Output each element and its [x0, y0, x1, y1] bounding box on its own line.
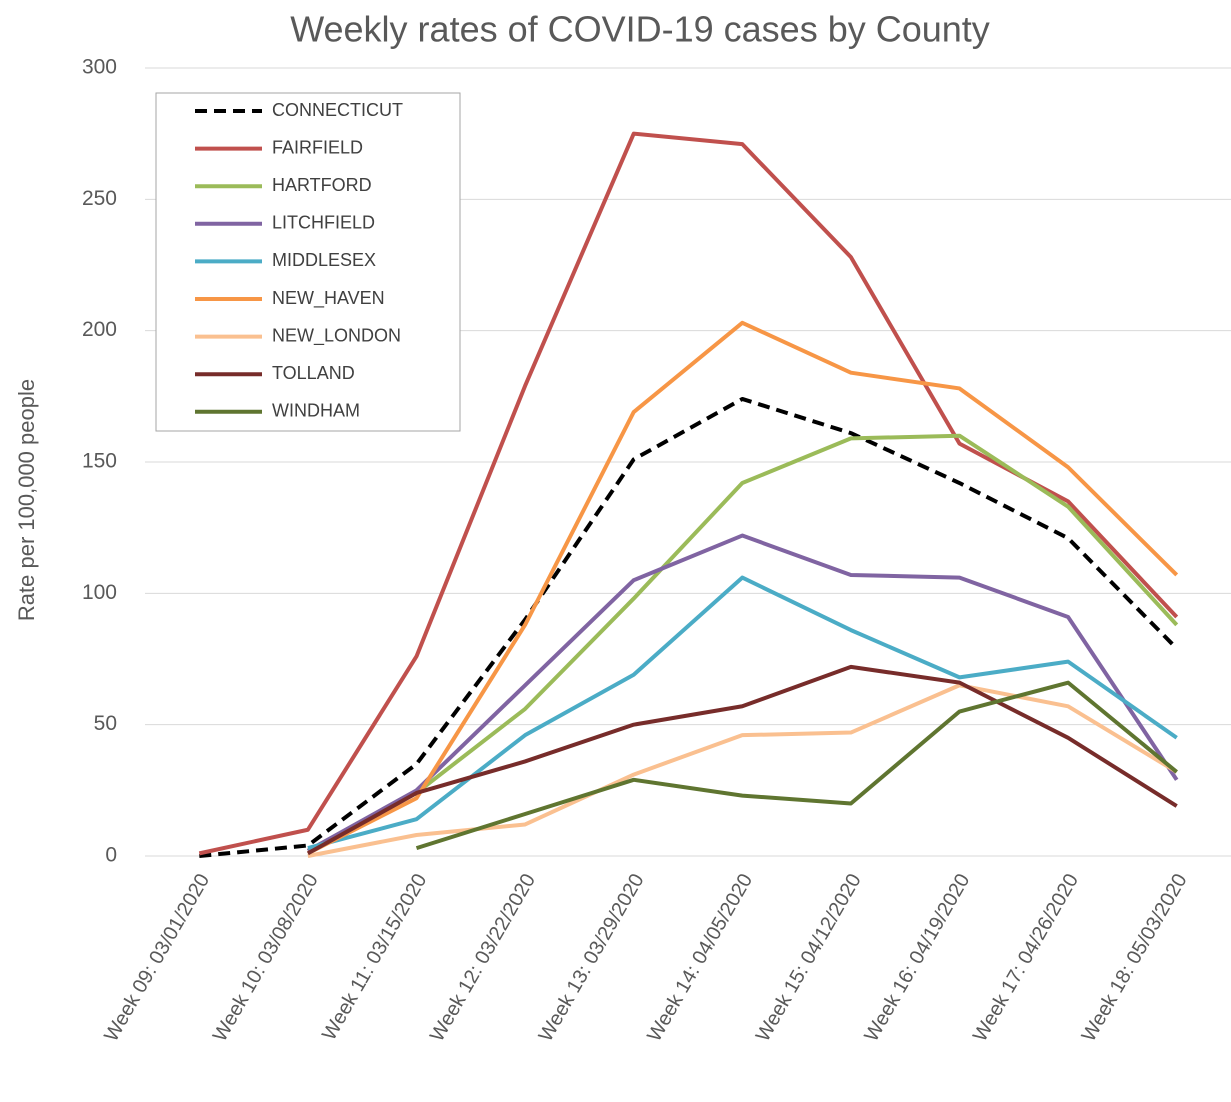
- series-line: [307, 575, 1178, 851]
- x-tick-label: Week 09: 03/01/2020: [100, 870, 214, 1045]
- x-tick-label: Week 18: 05/03/2020: [1078, 870, 1192, 1045]
- x-tick-label: Week 16: 04/19/2020: [860, 870, 974, 1045]
- x-tick-label: Week 17: 04/26/2020: [969, 870, 1083, 1045]
- legend-label: FAIRFIELD: [272, 137, 363, 157]
- legend-label: NEW_LONDON: [272, 325, 401, 346]
- legend-label: NEW_HAVEN: [272, 288, 385, 309]
- legend-label: CONNECTICUT: [272, 100, 403, 120]
- legend-label: HARTFORD: [272, 175, 372, 195]
- x-tick-label: Week 11: 03/15/2020: [318, 870, 431, 1044]
- y-tick-label: 300: [82, 56, 117, 79]
- y-tick-label: 0: [105, 844, 117, 867]
- legend-label: TOLLAND: [272, 363, 355, 383]
- x-tick-label: Week 14: 04/05/2020: [643, 870, 757, 1045]
- x-tick-label: Week 15: 04/12/2020: [752, 870, 866, 1045]
- y-tick-label: 150: [82, 450, 117, 473]
- series-line: [306, 320, 1179, 856]
- y-tick-label: 250: [82, 187, 117, 210]
- series-line: [306, 533, 1179, 853]
- series-line: [306, 664, 1178, 856]
- series-line: [306, 433, 1179, 853]
- legend-label: LITCHFIELD: [272, 213, 375, 233]
- x-tick-label: Week 10: 03/08/2020: [209, 870, 323, 1045]
- y-tick-label: 50: [94, 712, 117, 735]
- legend-label: WINDHAM: [272, 401, 360, 421]
- y-tick-label: 100: [82, 581, 117, 604]
- x-tick-label: Week 13: 03/29/2020: [535, 870, 649, 1045]
- series-line: [199, 396, 1179, 858]
- series-line: [415, 680, 1178, 851]
- legend-label: MIDDLESEX: [272, 250, 376, 270]
- series-line: [307, 683, 1178, 858]
- chart-title: Weekly rates of COVID-19 cases by County: [290, 9, 990, 50]
- x-tick-label: Week 12: 03/22/2020: [426, 870, 540, 1045]
- y-axis-label: Rate per 100,000 people: [14, 379, 39, 621]
- y-tick-label: 200: [82, 318, 117, 341]
